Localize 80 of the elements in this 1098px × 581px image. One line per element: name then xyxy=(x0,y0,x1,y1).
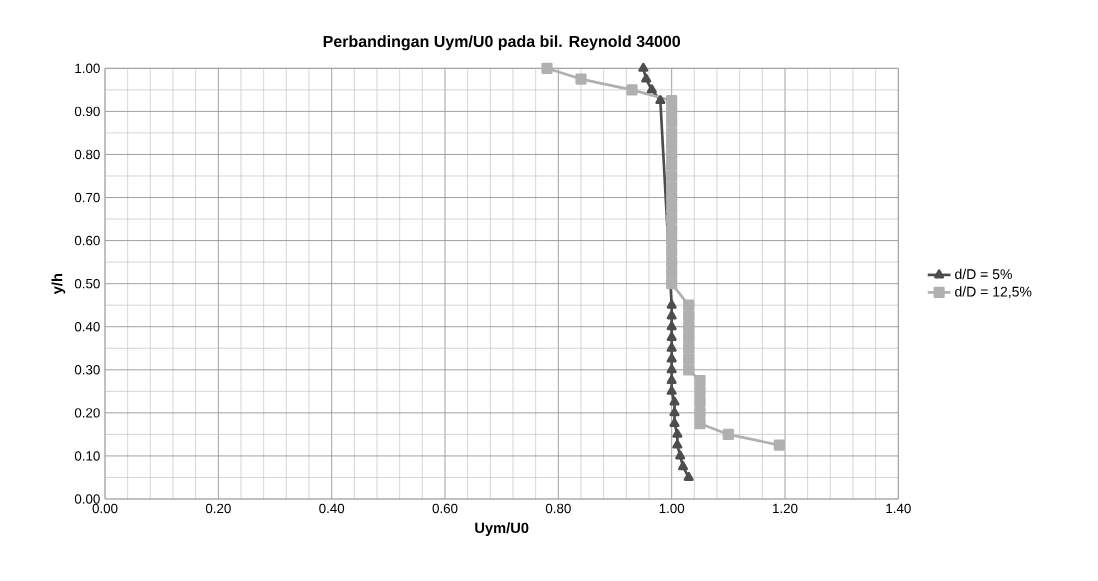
legend-label: d/D = 12,5% xyxy=(955,286,1032,299)
x-tick-label: 1.00 xyxy=(659,503,685,514)
x-tick-label: 1.40 xyxy=(886,503,911,514)
point xyxy=(575,73,587,85)
chart-title: Perbandingan Uym/U0 pada bil. Reynold 34000 xyxy=(323,35,681,51)
x-tick-label: 1.20 xyxy=(773,503,798,514)
point xyxy=(694,418,706,430)
y-tick-label: 0.50 xyxy=(74,278,100,289)
point xyxy=(666,213,678,225)
point xyxy=(677,461,689,471)
point xyxy=(666,353,677,363)
y-axis-title: y/h xyxy=(51,273,66,295)
point xyxy=(672,439,683,449)
point xyxy=(666,321,677,331)
x-axis-title: Uym/U0 xyxy=(475,522,529,536)
point xyxy=(773,439,785,451)
point xyxy=(666,159,678,171)
point xyxy=(666,364,677,374)
x-tick-label: 0.40 xyxy=(319,503,345,514)
point xyxy=(666,385,677,395)
point xyxy=(666,342,677,352)
y-tick-label: 0.10 xyxy=(74,451,100,461)
point xyxy=(683,471,694,481)
point xyxy=(666,202,678,214)
y-tick-label: 1.00 xyxy=(75,63,100,74)
point xyxy=(666,148,678,161)
point xyxy=(666,105,678,117)
point xyxy=(683,299,695,311)
y-tick-label: 0.70 xyxy=(74,192,100,203)
point xyxy=(666,374,677,385)
y-tick-label: 0.60 xyxy=(74,235,100,246)
x-tick-label: 0.20 xyxy=(205,503,231,514)
point xyxy=(683,364,695,376)
point xyxy=(666,95,678,107)
point xyxy=(646,84,657,94)
y-tick-label: 0.30 xyxy=(74,365,100,375)
point xyxy=(666,310,677,320)
point xyxy=(666,278,678,290)
point xyxy=(683,321,695,333)
point xyxy=(694,396,706,408)
x-tick-label: 0.60 xyxy=(432,503,458,514)
point xyxy=(666,224,678,236)
x-tick-label: 0.80 xyxy=(545,503,571,514)
point xyxy=(669,396,680,406)
point xyxy=(666,234,678,247)
y-tick-label: 0.80 xyxy=(74,149,100,160)
point xyxy=(672,428,683,438)
point xyxy=(666,331,677,341)
point xyxy=(694,407,706,419)
point xyxy=(666,127,678,139)
point xyxy=(694,374,706,387)
y-tick-label: 0.00 xyxy=(74,494,100,504)
point xyxy=(626,84,638,96)
point xyxy=(669,418,680,428)
point xyxy=(666,138,678,150)
point xyxy=(666,299,677,309)
y-tick-label: 0.20 xyxy=(74,408,100,418)
point xyxy=(638,62,649,72)
y-tick-label: 0.40 xyxy=(74,322,100,332)
point xyxy=(683,342,695,354)
x-tick-label: 0.00 xyxy=(92,503,118,514)
point xyxy=(666,245,678,257)
point xyxy=(666,256,678,268)
point xyxy=(669,407,680,417)
point xyxy=(641,73,652,83)
y-tick-label: 0.90 xyxy=(74,106,100,117)
point xyxy=(666,170,678,182)
point xyxy=(722,428,734,440)
point xyxy=(666,267,678,279)
point xyxy=(683,331,695,344)
point xyxy=(683,353,695,365)
point xyxy=(655,95,666,105)
point xyxy=(694,385,706,397)
point xyxy=(683,310,695,322)
point xyxy=(666,181,678,193)
point xyxy=(666,116,678,128)
point xyxy=(675,450,686,460)
point xyxy=(541,62,553,74)
legend-label: d/D = 5% xyxy=(955,268,1012,280)
point xyxy=(666,191,678,204)
